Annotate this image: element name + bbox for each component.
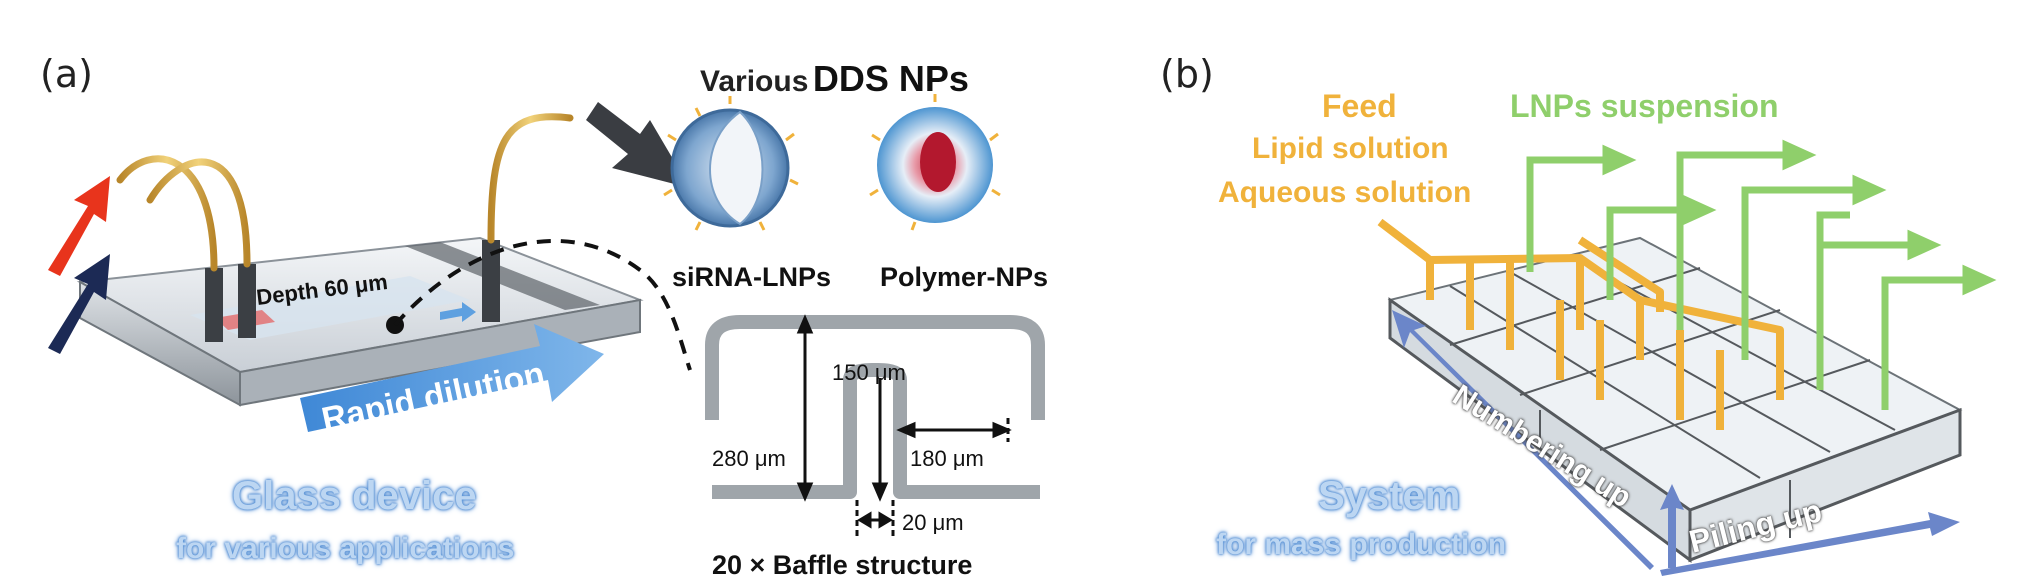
red-inflow-arrow [48, 176, 110, 276]
polymer-nps-label: Polymer-NPs [880, 262, 1049, 292]
system-caption: System [1318, 474, 1461, 518]
baffle-structure [705, 315, 1045, 499]
panel-b-label: (b) [1160, 52, 1214, 96]
system-subcaption: for mass production [1216, 528, 1507, 561]
sirna-lnp-particle [663, 96, 799, 231]
baffle-caption: 20 × Baffle structure [712, 550, 973, 580]
lnps-suspension-label: LNPs suspension [1510, 88, 1779, 124]
navy-inflow-arrow [48, 254, 110, 354]
glass-device-caption: Glass device [232, 474, 477, 518]
panel-a-label: (a) [40, 52, 93, 96]
dim-150: 150 μm [832, 360, 906, 385]
pointer-arrow [586, 102, 690, 188]
zoom-dashed-line [393, 238, 692, 371]
nps-title-big: DDS NPs [812, 58, 969, 99]
glass-device-subcaption: for various applications [176, 532, 515, 565]
feed-label: Feed [1322, 88, 1397, 124]
nps-title: Various DDS NPs [700, 58, 969, 100]
suspension-outlets [1526, 139, 1997, 410]
nps-title-small: Various [700, 65, 809, 98]
sirna-lnps-label: siRNA-LNPs [672, 262, 832, 292]
tube-connectors [205, 240, 500, 342]
polymer-np-particle [869, 94, 1001, 231]
dim-280: 280 μm [712, 446, 786, 471]
rapid-dilution-arrow [300, 324, 604, 432]
dim-180: 180 μm [910, 446, 984, 471]
aqueous-solution-label: Aqueous solution [1218, 176, 1472, 209]
dim-20: 20 μm [902, 510, 964, 535]
tubes [116, 113, 574, 272]
baffle-dimension-lines [796, 314, 1012, 540]
lipid-solution-label: Lipid solution [1252, 132, 1449, 165]
